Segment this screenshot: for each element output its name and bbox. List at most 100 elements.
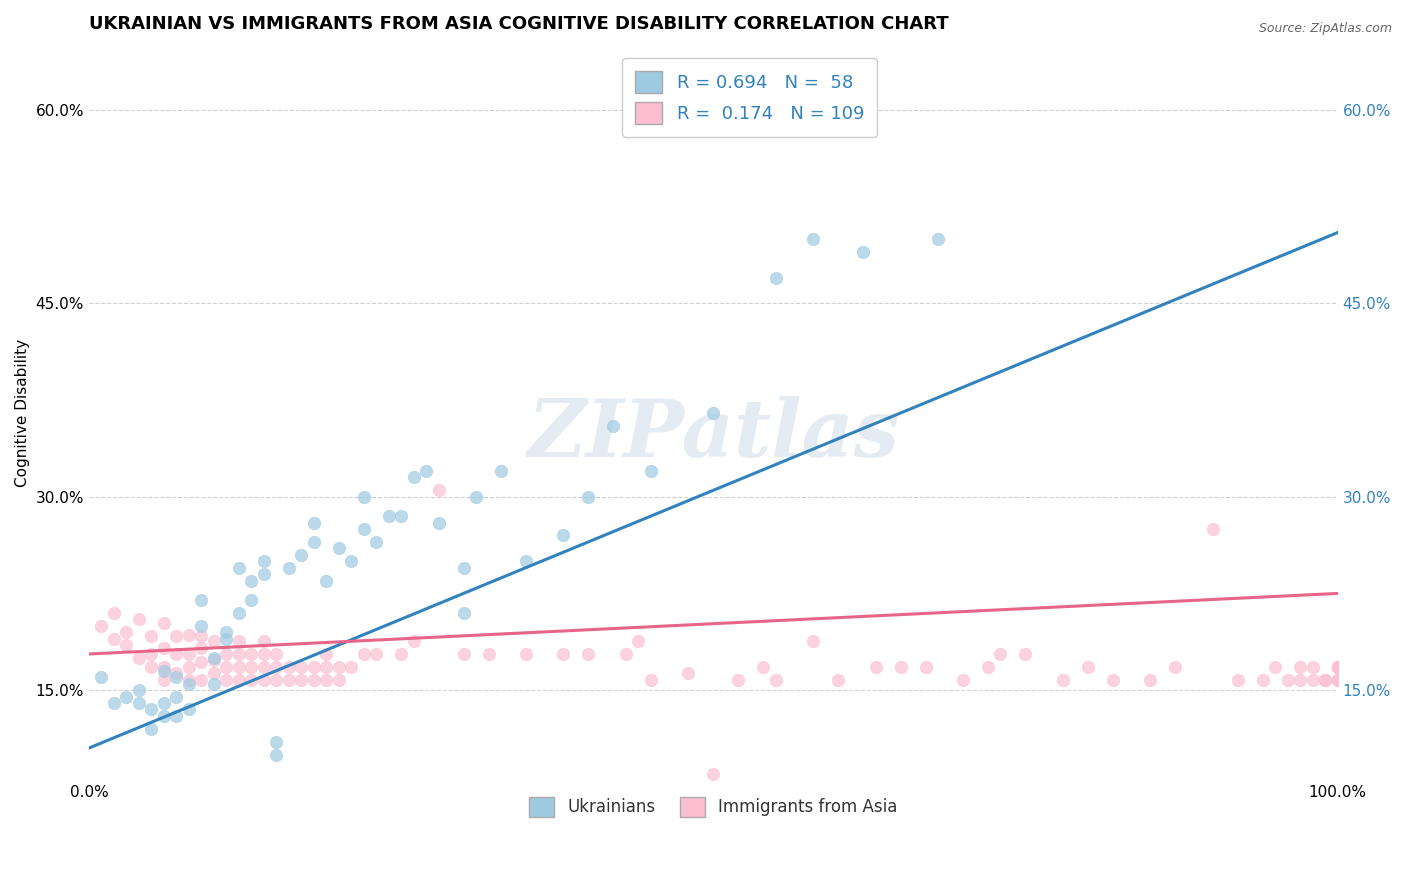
Point [315,660,337,674]
Point [253,673,276,687]
Point [678,666,700,681]
Point [228,647,250,661]
Point [153,673,176,687]
Point [153,660,176,674]
Point [389,509,412,524]
Point [128,696,150,710]
Point [328,673,350,687]
Point [1289,660,1312,674]
Point [927,232,949,246]
Point [453,606,475,620]
Point [515,554,537,568]
Point [1326,660,1348,674]
Point [290,548,312,562]
Point [253,660,276,674]
Point [977,660,1000,674]
Point [190,592,212,607]
Point [640,673,662,687]
Point [1202,522,1225,536]
Point [366,534,388,549]
Point [914,660,936,674]
Point [1326,660,1348,674]
Point [353,490,375,504]
Point [165,647,187,661]
Point [453,647,475,661]
Point [115,625,138,640]
Point [553,528,575,542]
Point [277,560,299,574]
Point [202,653,225,667]
Point [890,660,912,674]
Point [240,660,263,674]
Point [1014,647,1036,661]
Point [415,464,437,478]
Point [1326,660,1348,674]
Point [177,676,200,690]
Point [264,660,287,674]
Point [801,634,824,648]
Point [103,696,125,710]
Point [290,673,312,687]
Point [153,616,176,631]
Point [202,676,225,690]
Point [228,673,250,687]
Point [1264,660,1286,674]
Point [477,647,499,661]
Point [141,660,163,674]
Point [340,554,363,568]
Y-axis label: Cognitive Disability: Cognitive Disability [15,339,30,487]
Point [190,629,212,643]
Point [765,673,787,687]
Point [202,651,225,665]
Point [328,660,350,674]
Point [165,690,187,704]
Point [1326,660,1348,674]
Point [103,606,125,620]
Point [1326,673,1348,687]
Point [215,660,238,674]
Point [177,660,200,674]
Point [277,673,299,687]
Point [190,673,212,687]
Point [253,554,276,568]
Point [702,406,724,420]
Point [1277,673,1299,687]
Point [215,632,238,646]
Point [103,632,125,646]
Point [215,647,238,661]
Point [614,647,637,661]
Point [141,702,163,716]
Point [90,670,112,684]
Point [602,418,624,433]
Point [752,660,775,674]
Point [1077,660,1099,674]
Point [827,673,849,687]
Point [1313,673,1336,687]
Point [202,634,225,648]
Point [302,660,325,674]
Point [177,647,200,661]
Point [128,612,150,626]
Point [1313,673,1336,687]
Text: ZIPatlas: ZIPatlas [527,396,900,474]
Point [990,647,1012,661]
Point [353,647,375,661]
Point [1226,673,1249,687]
Point [165,629,187,643]
Point [702,767,724,781]
Point [153,640,176,655]
Point [1302,660,1324,674]
Point [277,660,299,674]
Point [290,660,312,674]
Point [1164,660,1187,674]
Point [177,702,200,716]
Point [165,670,187,684]
Point [190,618,212,632]
Point [228,560,250,574]
Point [865,660,887,674]
Point [402,470,425,484]
Point [240,592,263,607]
Point [801,232,824,246]
Point [253,567,276,582]
Point [228,660,250,674]
